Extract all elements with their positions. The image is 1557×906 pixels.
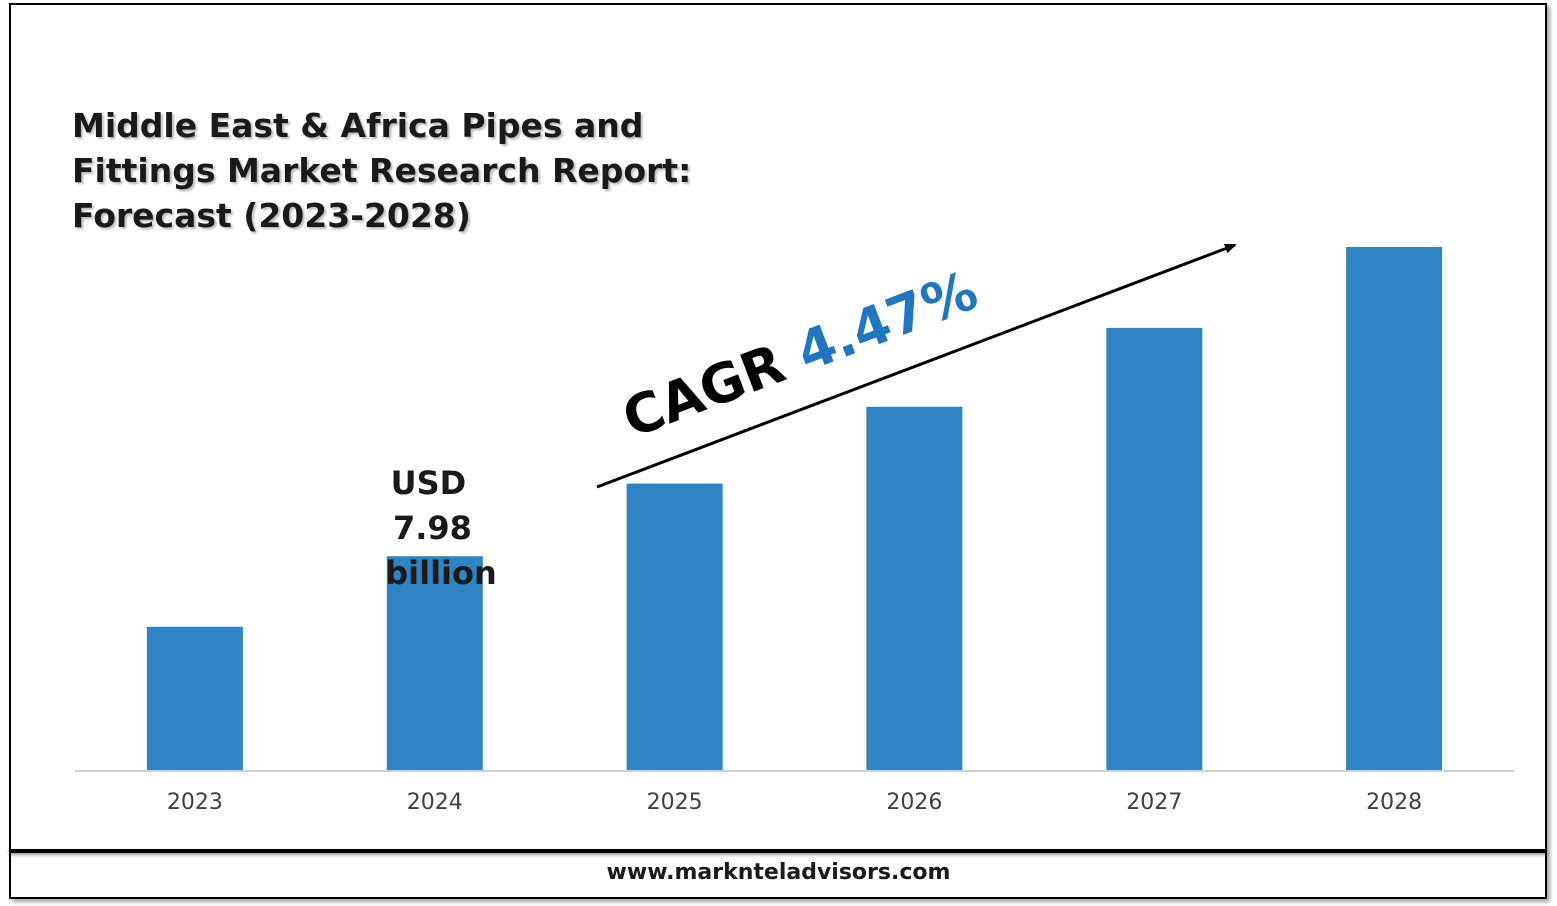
cagr-prefix: CAGR bbox=[614, 325, 810, 450]
bar-2023 bbox=[146, 626, 243, 770]
value-label-line-3: billion bbox=[385, 554, 497, 592]
value-label-line-2: 7.98 bbox=[393, 509, 472, 547]
x-tick-label-2028: 2028 bbox=[1366, 790, 1422, 815]
footer-website: www.marknteladvisors.com bbox=[606, 860, 951, 885]
bar-2028 bbox=[1346, 247, 1443, 770]
value-label-line-1: USD bbox=[391, 464, 467, 502]
bar-2024 bbox=[386, 556, 483, 770]
footer-divider bbox=[9, 849, 1547, 853]
chart-title: Middle East & Africa Pipes and Fittings … bbox=[72, 106, 692, 235]
x-tick-labels: 2023 2024 2025 2026 2027 2028 bbox=[167, 790, 1422, 815]
x-tick-label-2027: 2027 bbox=[1126, 790, 1182, 815]
bars-group bbox=[146, 247, 1443, 770]
x-tick-label-2024: 2024 bbox=[407, 790, 463, 815]
x-tick-label-2025: 2025 bbox=[647, 790, 703, 815]
cagr-arrow bbox=[596, 243, 1237, 489]
bar-2027 bbox=[1106, 327, 1203, 770]
value-label-2024: USD 7.98 billion bbox=[385, 464, 497, 592]
x-tick-label-2023: 2023 bbox=[167, 790, 223, 815]
chart-frame bbox=[9, 3, 1547, 899]
cagr-value: 4.47% bbox=[788, 259, 986, 384]
x-tick-label-2026: 2026 bbox=[886, 790, 942, 815]
bar-2026 bbox=[866, 406, 963, 770]
bar-2025 bbox=[626, 483, 723, 770]
